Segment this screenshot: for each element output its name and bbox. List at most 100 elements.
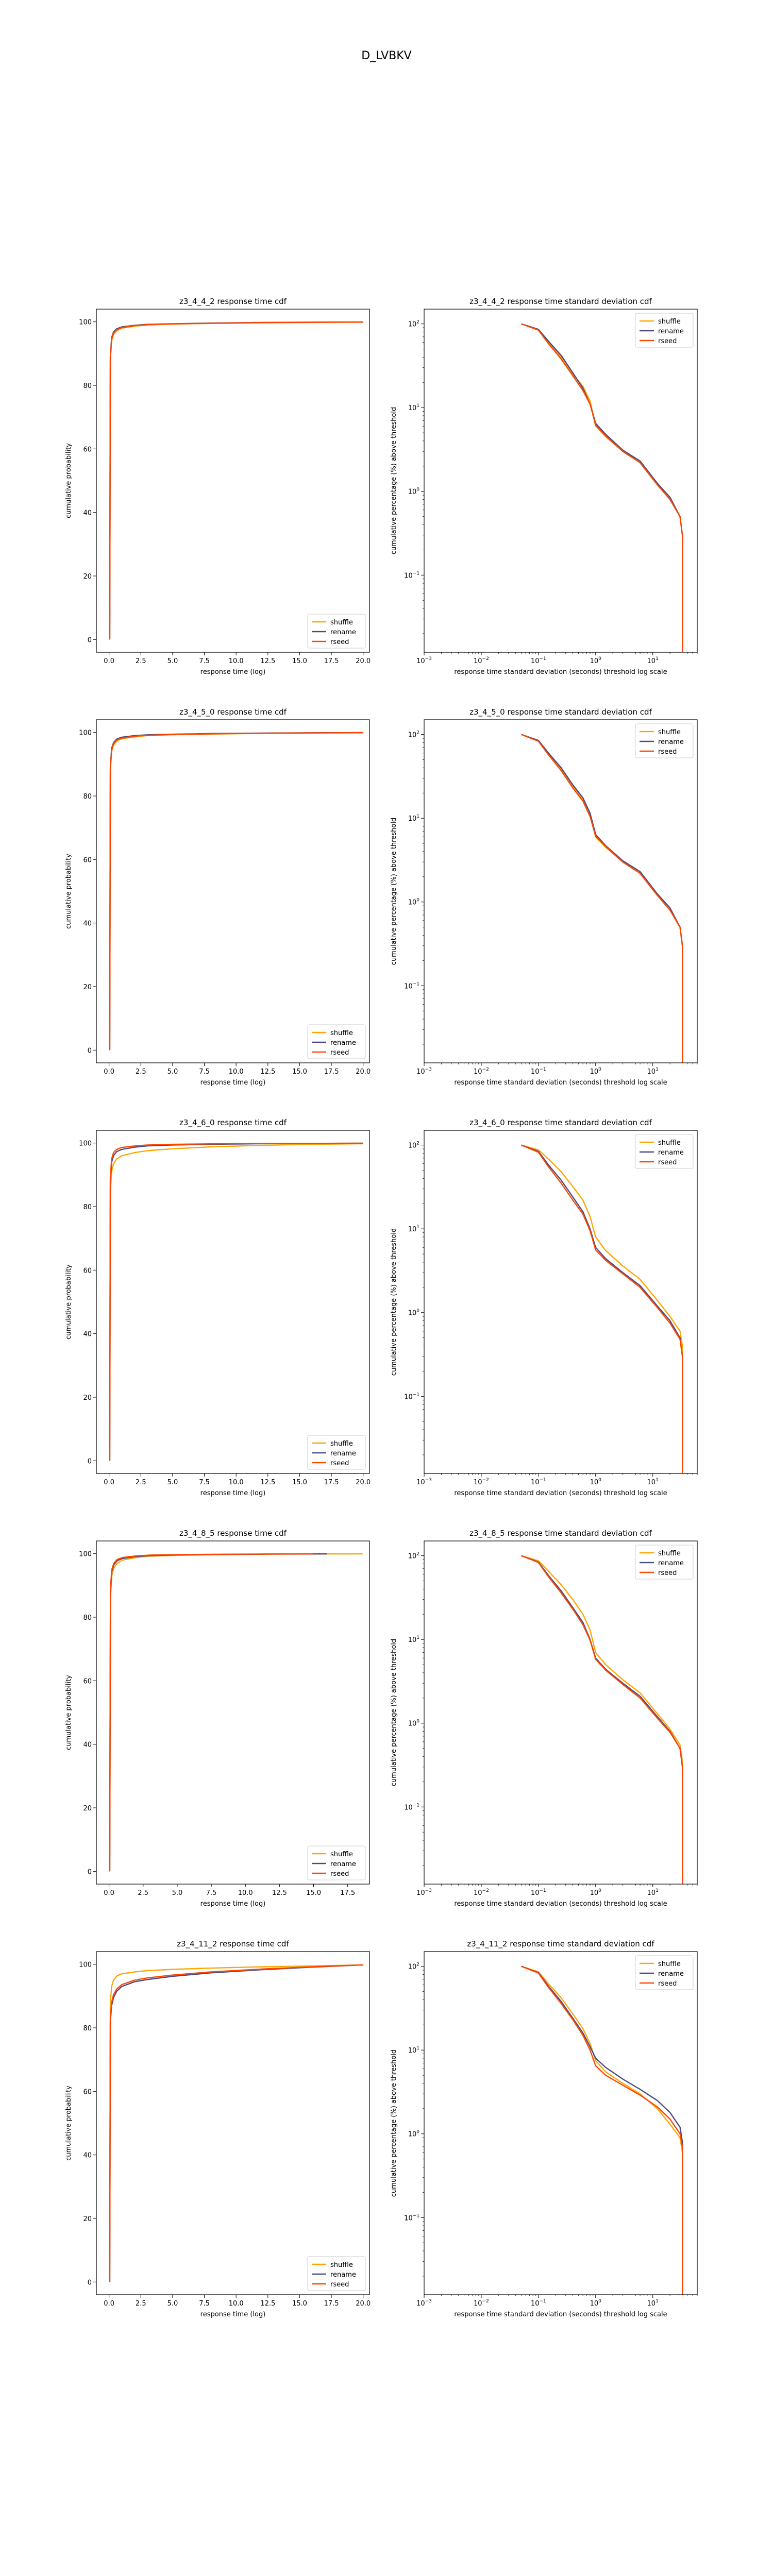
legend-label-rename: rename	[330, 629, 356, 636]
y-tick-label: 40	[83, 920, 92, 928]
y-axis-label: cumulative probability	[65, 2086, 73, 2161]
x-axis-label: response time standard deviation (second…	[454, 668, 667, 676]
legend: shuffle rename rseed	[307, 1845, 366, 1880]
chart-title: z3_4_5_0 response time cdf	[179, 707, 287, 717]
x-tick-label: 101	[647, 1067, 659, 1076]
legend: shuffle rename rseed	[307, 1435, 366, 1470]
legend-label-rseed: rseed	[658, 748, 677, 756]
y-tick-label: 20	[83, 2215, 92, 2223]
x-axis-label: response time standard deviation (second…	[454, 1489, 667, 1497]
chart-title: z3_4_11_2 response time cdf	[177, 1939, 289, 1949]
y-tick-label: 40	[83, 1331, 92, 1338]
x-axis-label: response time (log)	[200, 1900, 266, 1908]
x-tick-label: 100	[590, 1478, 602, 1486]
y-axis-label: cumulative percentage (%) above threshol…	[390, 818, 398, 965]
x-tick-label: 10−2	[474, 1067, 489, 1076]
y-tick-label: 100	[79, 1140, 92, 1148]
y-tick-label: 10−1	[404, 2213, 419, 2222]
y-axis-label: cumulative percentage (%) above threshol…	[390, 407, 398, 554]
y-tick-label: 102	[408, 1141, 419, 1150]
charts-grid: z3_4_4_2 response time cdf 0.0 2.5 5.0 7.5 10…	[65, 297, 698, 2318]
x-tick-label: 7.5	[199, 1479, 210, 1486]
x-tick-label: 20.0	[356, 2300, 371, 2308]
chart-panel-10: z3_4_11_2 response time standard deviati…	[390, 1939, 698, 2318]
series-line-shuffle	[109, 1553, 363, 1872]
series-line-rename	[521, 323, 683, 652]
y-tick-label: 100	[408, 2130, 420, 2139]
x-tick-label: 101	[647, 2299, 659, 2308]
legend-label-rename: rename	[658, 1149, 684, 1157]
legend-label-rseed: rseed	[330, 1049, 349, 1057]
plot-frame	[96, 1540, 370, 1885]
plot-frame	[96, 1951, 370, 2295]
chart-panel-3: z3_4_5_0 response time cdf 0.0 2.5 5.0 7.5 10…	[65, 707, 371, 1087]
plot-frame	[96, 309, 370, 653]
x-tick-label: 5.0	[172, 1889, 183, 1897]
y-axis-label: cumulative percentage (%) above threshol…	[390, 1639, 398, 1786]
chart-panel-2: z3_4_4_2 response time standard deviatio…	[390, 297, 698, 676]
series-line-shuffle	[109, 321, 363, 640]
y-tick-label: 101	[408, 1635, 419, 1644]
y-tick-label: 80	[83, 1204, 92, 1211]
x-tick-label: 10.0	[229, 1068, 244, 1076]
legend-box	[307, 1845, 366, 1880]
y-tick-label: 10−1	[404, 1392, 419, 1401]
x-tick-label: 100	[590, 656, 602, 665]
series-lines	[109, 1553, 363, 1872]
y-tick-label: 60	[83, 1267, 92, 1275]
y-tick-label: 20	[83, 984, 92, 991]
y-tick-label: 80	[83, 1614, 92, 1622]
x-tick-label: 20.0	[356, 657, 371, 665]
x-tick-label: 15.0	[292, 1479, 307, 1486]
legend-label-rename: rename	[658, 1970, 684, 1978]
chart-panel-7: z3_4_8_5 response time cdf 0.0 2.5 5.0 7.5 10…	[65, 1529, 370, 1908]
x-tick-label: 17.5	[324, 1479, 339, 1486]
x-tick-label: 17.5	[324, 1068, 339, 1076]
y-tick-label: 100	[79, 1961, 92, 1969]
legend-label-rename: rename	[658, 1560, 684, 1567]
series-lines	[521, 1144, 683, 1473]
series-line-rename	[109, 1964, 363, 2282]
x-tick-label: 10−3	[416, 1067, 432, 1076]
y-axis-label: cumulative probability	[65, 1264, 73, 1340]
legend-label-rename: rename	[658, 328, 684, 335]
x-axis-label: response time standard deviation (second…	[454, 1079, 667, 1087]
legend-label-rseed: rseed	[330, 2281, 349, 2289]
x-tick-label: 101	[647, 656, 659, 665]
series-line-shuffle	[521, 323, 683, 652]
y-axis-label: cumulative probability	[65, 443, 73, 518]
legend-label-shuffle: shuffle	[658, 318, 681, 326]
series-line-rseed	[521, 1965, 683, 2295]
x-tick-label: 2.5	[136, 2300, 146, 2308]
series-line-rename	[109, 1142, 363, 1461]
x-tick-label: 101	[647, 1478, 659, 1486]
x-tick-label: 7.5	[199, 2300, 210, 2308]
y-tick-label: 40	[83, 2152, 92, 2160]
x-tick-label: 10−2	[474, 2299, 489, 2308]
legend-label-rename: rename	[330, 1860, 356, 1868]
series-line-rseed	[109, 321, 363, 640]
x-tick-label: 15.0	[292, 657, 307, 665]
y-tick-label: 40	[83, 1741, 92, 1749]
x-tick-label: 10−3	[416, 2299, 432, 2308]
x-tick-label: 12.5	[260, 1068, 275, 1076]
y-tick-label: 102	[408, 731, 419, 739]
legend-label-shuffle: shuffle	[330, 1029, 353, 1037]
series-line-shuffle	[521, 1144, 683, 1473]
series-line-rseed	[521, 734, 683, 1063]
x-tick-label: 5.0	[167, 2300, 178, 2308]
y-tick-label: 100	[408, 1309, 420, 1317]
y-tick-label: 60	[83, 856, 92, 864]
legend-label-rseed: rseed	[330, 638, 349, 646]
y-tick-label: 100	[79, 1551, 92, 1558]
legend-label-shuffle: shuffle	[330, 1440, 353, 1448]
plot-frame	[424, 1130, 698, 1474]
x-tick-label: 10−1	[531, 1888, 546, 1897]
y-tick-label: 20	[83, 573, 92, 581]
x-tick-label: 5.0	[167, 1479, 178, 1486]
series-line-rename	[521, 1965, 683, 2295]
legend-label-rseed: rseed	[330, 1870, 349, 1878]
legend-box	[307, 1435, 366, 1470]
x-tick-label: 20.0	[356, 1479, 371, 1486]
